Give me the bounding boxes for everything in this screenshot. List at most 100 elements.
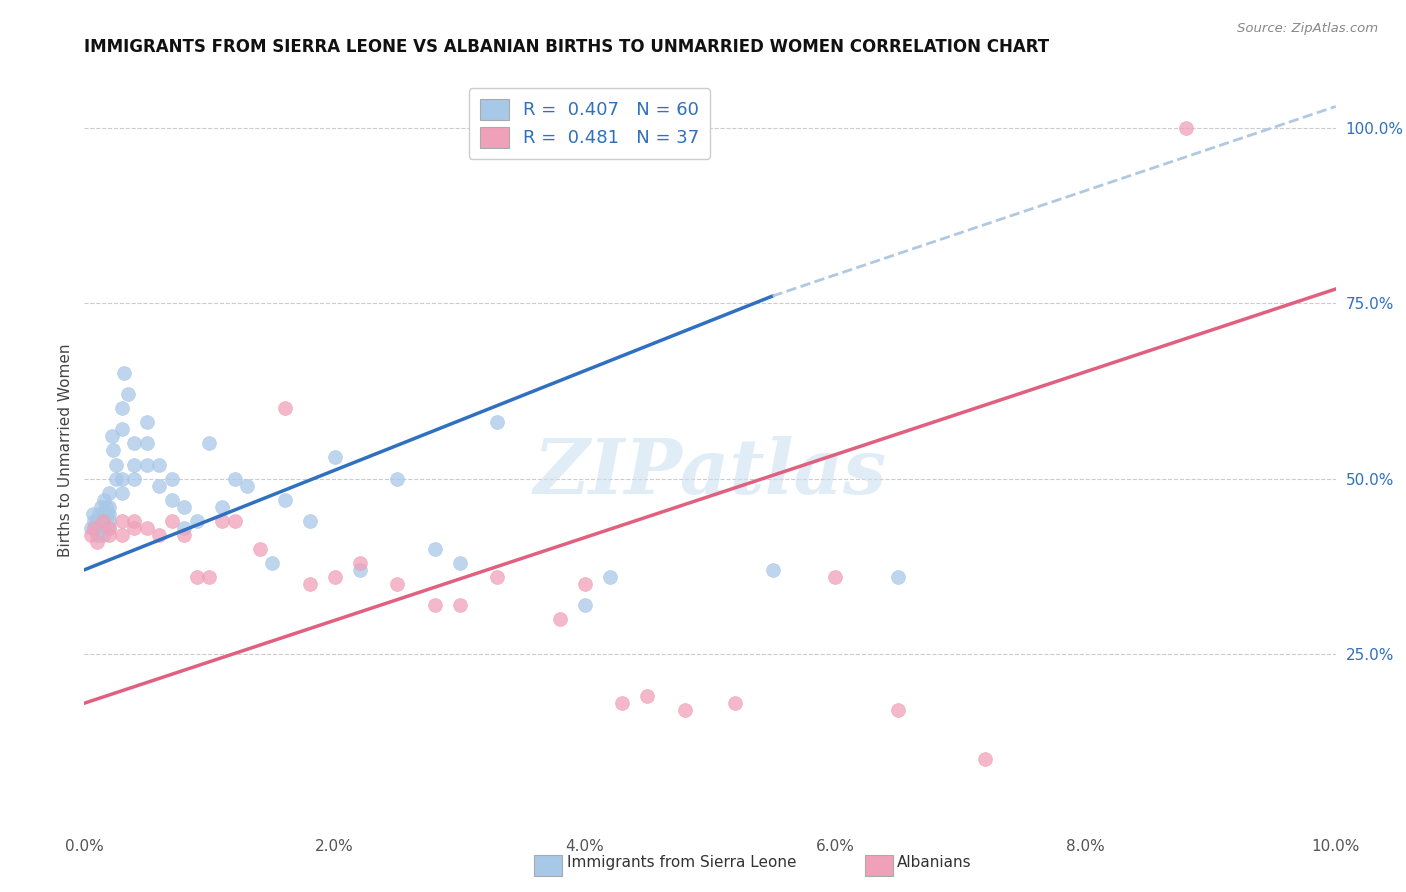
Point — [724, 696, 747, 710]
Point — [83, 514, 105, 528]
Point — [249, 541, 271, 556]
Point — [273, 492, 295, 507]
Point — [86, 521, 108, 535]
Point — [79, 521, 101, 535]
Point — [148, 527, 170, 541]
Text: Immigrants from Sierra Leone: Immigrants from Sierra Leone — [567, 855, 796, 870]
Point — [90, 500, 112, 514]
Point — [1174, 120, 1197, 135]
Point — [98, 507, 121, 521]
Point — [385, 471, 409, 485]
Point — [86, 527, 108, 541]
Point — [98, 521, 121, 535]
Point — [111, 422, 134, 436]
Point — [323, 450, 346, 465]
Legend: R =  0.407   N = 60, R =  0.481   N = 37: R = 0.407 N = 60, R = 0.481 N = 37 — [468, 88, 710, 159]
Point — [198, 570, 221, 584]
Point — [349, 563, 371, 577]
Point — [83, 521, 105, 535]
Point — [298, 514, 321, 528]
Point — [211, 500, 233, 514]
Point — [224, 514, 246, 528]
Point — [273, 401, 295, 416]
Point — [86, 521, 108, 535]
Point — [91, 521, 114, 535]
Point — [124, 514, 146, 528]
Point — [173, 527, 195, 541]
Point — [104, 458, 127, 472]
Point — [186, 570, 208, 584]
Point — [173, 500, 195, 514]
Point — [124, 436, 146, 450]
Point — [612, 696, 634, 710]
Point — [762, 563, 785, 577]
Point — [887, 570, 910, 584]
Point — [186, 514, 208, 528]
Point — [112, 366, 135, 380]
Point — [111, 514, 134, 528]
Point — [124, 521, 146, 535]
Point — [98, 485, 121, 500]
Point — [160, 514, 183, 528]
Point — [211, 514, 233, 528]
Point — [98, 500, 121, 514]
Point — [224, 471, 246, 485]
Point — [548, 612, 571, 626]
Point — [198, 436, 221, 450]
Point — [104, 471, 127, 485]
Text: ZIPatlas: ZIPatlas — [533, 436, 887, 510]
Point — [98, 514, 121, 528]
Point — [86, 514, 108, 528]
Point — [82, 507, 104, 521]
Point — [86, 534, 108, 549]
Point — [98, 521, 121, 535]
Point — [486, 570, 509, 584]
Point — [574, 577, 596, 591]
Point — [98, 527, 121, 541]
Point — [136, 458, 159, 472]
Point — [124, 458, 146, 472]
Point — [79, 527, 101, 541]
Point — [599, 570, 621, 584]
Point — [486, 416, 509, 430]
Text: IMMIGRANTS FROM SIERRA LEONE VS ALBANIAN BIRTHS TO UNMARRIED WOMEN CORRELATION C: IMMIGRANTS FROM SIERRA LEONE VS ALBANIAN… — [84, 38, 1049, 56]
Point — [673, 703, 696, 717]
Point — [91, 527, 114, 541]
Point — [160, 471, 183, 485]
Text: Source: ZipAtlas.com: Source: ZipAtlas.com — [1237, 22, 1378, 36]
Point — [449, 556, 471, 570]
Point — [111, 471, 134, 485]
Point — [160, 492, 183, 507]
Point — [148, 458, 170, 472]
Point — [96, 507, 118, 521]
Point — [89, 507, 111, 521]
Point — [262, 556, 284, 570]
Point — [298, 577, 321, 591]
Point — [824, 570, 846, 584]
Point — [117, 387, 139, 401]
Point — [101, 429, 124, 443]
Point — [974, 752, 997, 766]
Point — [349, 556, 371, 570]
Point — [111, 401, 134, 416]
Point — [91, 514, 114, 528]
Point — [637, 689, 659, 703]
Point — [124, 471, 146, 485]
Point — [574, 598, 596, 612]
Point — [449, 598, 471, 612]
Point — [101, 443, 124, 458]
Point — [91, 514, 114, 528]
Point — [173, 521, 195, 535]
Point — [136, 521, 159, 535]
Y-axis label: Births to Unmarried Women: Births to Unmarried Women — [58, 343, 73, 558]
Point — [111, 485, 134, 500]
Point — [236, 478, 259, 492]
Text: Albanians: Albanians — [897, 855, 972, 870]
Point — [136, 436, 159, 450]
Point — [94, 500, 117, 514]
Point — [423, 541, 446, 556]
Point — [887, 703, 910, 717]
Point — [148, 478, 170, 492]
Point — [93, 492, 115, 507]
Point — [323, 570, 346, 584]
